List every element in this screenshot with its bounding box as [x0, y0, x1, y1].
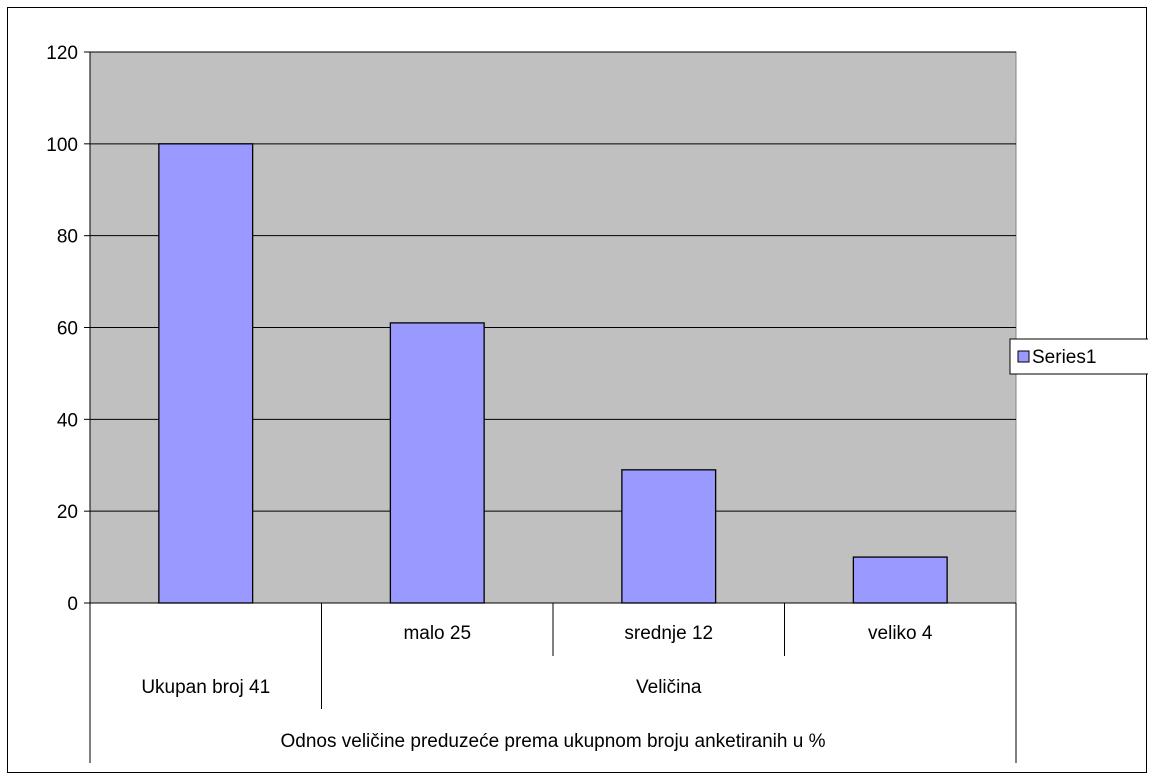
y-tick-label: 60 — [57, 319, 78, 340]
legend: Series1 — [1009, 338, 1151, 375]
legend-box — [1009, 338, 1151, 375]
x-tick-label: veliko 4 — [868, 623, 933, 644]
bar — [852, 556, 948, 604]
legend-swatch-series1 — [1017, 350, 1030, 363]
y-tick-label: 100 — [46, 135, 78, 156]
legend-label-series1: Series1 — [1032, 347, 1096, 368]
x-tick-label: malo 25 — [403, 623, 471, 644]
y-tick-label: 80 — [57, 227, 78, 248]
x-group-label: Veličina — [636, 677, 702, 698]
y-tick-label: 20 — [57, 502, 78, 523]
bar — [389, 322, 485, 604]
x-tick-label: srednje 12 — [624, 623, 713, 644]
y-tick-label: 40 — [57, 410, 78, 431]
bar — [621, 469, 717, 604]
x-axis-title: Odnos veličine preduzeće prema ukupnom b… — [281, 731, 826, 752]
y-tick-label: 0 — [67, 594, 78, 615]
x-group-label: Ukupan broj 41 — [141, 677, 270, 698]
chart-frame: 0 20 40 60 80 100 120 malo 25 srednje 12 veliko … — [7, 7, 1151, 773]
bar-chart: 0 20 40 60 80 100 120 malo 25 srednje 12 veliko … — [46, 43, 1151, 763]
y-tick-label: 120 — [46, 43, 78, 64]
bar — [158, 143, 254, 604]
